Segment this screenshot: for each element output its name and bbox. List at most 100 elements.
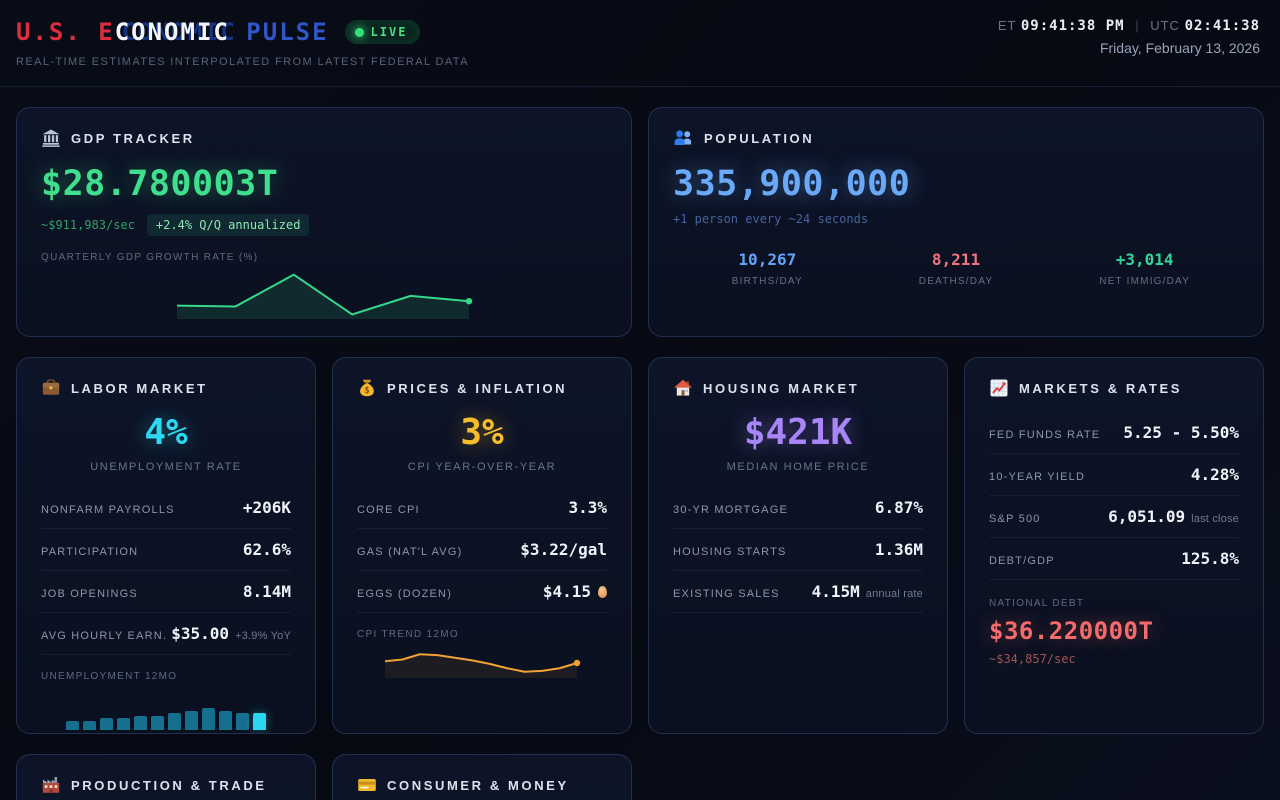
unemployment-bar xyxy=(151,716,164,730)
median-home-price-value: $421K xyxy=(743,412,853,453)
dashboard-grid: GDP TRACKER $28.780003T ~$911,983/sec +2… xyxy=(0,87,1280,800)
page-title: U.S. ECONOMIC PULSE xyxy=(16,18,329,46)
unemployment-bar xyxy=(253,713,266,730)
title-part-blue: PULSE xyxy=(229,18,329,46)
consumer-money-card: CONSUMER & MONEY xyxy=(332,754,632,800)
stat-row-fed-funds-rate: FED FUNDS RATE 5.25 - 5.50% xyxy=(989,412,1239,454)
gdp-value: $28.780003T xyxy=(41,164,279,204)
clock-separator: | xyxy=(1135,18,1140,33)
et-label: ET xyxy=(997,18,1017,33)
factory-icon xyxy=(41,775,61,795)
unemployment-bar xyxy=(168,713,181,730)
live-badge: LIVE xyxy=(344,20,421,44)
card-title-housing: HOUSING MARKET xyxy=(703,380,860,396)
card-title-gdp: GDP TRACKER xyxy=(71,130,195,146)
unemployment-bar xyxy=(100,718,113,730)
people-icon xyxy=(673,128,694,148)
bank-icon xyxy=(41,128,61,148)
housing-market-card: HOUSING MARKET $421K MEDIAN HOME PRICE 3… xyxy=(648,357,948,734)
unemployment-bar xyxy=(66,721,79,730)
deaths-value: 8,211 xyxy=(931,250,981,269)
moneybag-icon: $ xyxy=(357,378,377,398)
national-debt-per-second: ~$34,857/sec xyxy=(989,652,1076,666)
chart-increasing-icon xyxy=(989,378,1009,398)
births-stat: 10,267 BIRTHS/DAY xyxy=(673,250,862,287)
stat-row-debt-gdp: DEBT/GDP 125.8% xyxy=(989,538,1239,580)
median-home-price-label: MEDIAN HOME PRICE xyxy=(726,461,870,473)
unemployment-chart-label: UNEMPLOYMENT 12MO xyxy=(41,671,178,682)
unemployment-rate-value: 4% xyxy=(144,412,188,453)
egg-icon xyxy=(598,586,607,598)
gdp-tracker-card: GDP TRACKER $28.780003T ~$911,983/sec +2… xyxy=(16,107,632,337)
gdp-growth-badge: +2.4% Q/Q annualized xyxy=(146,214,310,236)
clock-block: ET 09:41:38 PM | UTC 02:41:38 Friday, Fe… xyxy=(998,18,1260,56)
population-value: 335,900,000 xyxy=(673,164,911,204)
stat-row-housing-starts: HOUSING STARTS 1.36M xyxy=(673,529,923,571)
unemployment-bar xyxy=(219,711,232,730)
gdp-per-second: ~$911,983/sec xyxy=(41,218,135,232)
title-part-white: CONOMIC xyxy=(114,18,230,46)
stat-row-existing-sales: EXISTING SALES 4.15M annual rate xyxy=(673,571,923,613)
net-immigration-stat: +3,014 NET IMMIG/DAY xyxy=(1050,250,1239,287)
prices-inflation-card: $ PRICES & INFLATION 3% CPI YEAR-OVER-YE… xyxy=(332,357,632,734)
unemployment-bar-chart xyxy=(41,694,291,730)
stat-row-mortgage-rate: 30-YR MORTGAGE 6.87% xyxy=(673,487,923,529)
card-title-markets: MARKETS & RATES xyxy=(1019,380,1182,396)
cpi-trend-sparkline xyxy=(357,644,607,680)
current-date: Friday, February 13, 2026 xyxy=(1099,40,1260,56)
unemployment-bar xyxy=(117,718,130,730)
unemployment-rate-label: UNEMPLOYMENT RATE xyxy=(90,461,242,473)
page-subtitle: REAL-TIME ESTIMATES INTERPOLATED FROM LA… xyxy=(16,56,469,68)
utc-label: UTC xyxy=(1150,18,1180,33)
gdp-chart-label: QUARTERLY GDP GROWTH RATE (%) xyxy=(41,252,259,263)
stat-row-core-cpi: CORE CPI 3.3% xyxy=(357,487,607,529)
stat-row-nonfarm-payrolls: NONFARM PAYROLLS +206K xyxy=(41,487,291,529)
card-title-consumer: CONSUMER & MONEY xyxy=(387,777,569,793)
house-icon xyxy=(673,378,693,398)
births-label: BIRTHS/DAY xyxy=(731,276,803,287)
clock-line: ET 09:41:38 PM | UTC 02:41:38 xyxy=(998,18,1260,34)
population-note: +1 person every ~24 seconds xyxy=(673,212,869,226)
national-debt-label: NATIONAL DEBT xyxy=(989,598,1085,609)
deaths-label: DEATHS/DAY xyxy=(918,276,994,287)
unemployment-bar xyxy=(185,711,198,730)
population-card: POPULATION 335,900,000 +1 person every ~… xyxy=(648,107,1264,337)
markets-rates-card: MARKETS & RATES FED FUNDS RATE 5.25 - 5.… xyxy=(964,357,1264,734)
svg-text:$: $ xyxy=(364,386,369,396)
stat-row-job-openings: JOB OPENINGS 8.14M xyxy=(41,571,291,613)
gdp-growth-sparkline xyxy=(41,267,607,321)
net-immigration-value: +3,014 xyxy=(1115,250,1174,269)
unemployment-bar xyxy=(83,721,96,730)
unemployment-bar xyxy=(202,708,215,730)
population-stats: 10,267 BIRTHS/DAY 8,211 DEATHS/DAY +3,01… xyxy=(673,250,1239,287)
cpi-trend-label: CPI TREND 12MO xyxy=(357,629,459,640)
unemployment-bar xyxy=(134,716,147,730)
header-left: U.S. ECONOMIC PULSE LIVE REAL-TIME ESTIM… xyxy=(16,18,469,68)
title-part-red: U.S. E xyxy=(16,18,115,46)
stat-row-10yr-yield: 10-YEAR YIELD 4.28% xyxy=(989,454,1239,496)
production-trade-card: PRODUCTION & TRADE xyxy=(16,754,316,800)
card-title-prices: PRICES & INFLATION xyxy=(387,380,568,396)
births-value: 10,267 xyxy=(738,250,797,269)
stat-row-gas-price: GAS (NAT'L AVG) $3.22/gal xyxy=(357,529,607,571)
et-time: 09:41:38 PM xyxy=(1020,18,1125,34)
utc-time: 02:41:38 xyxy=(1184,18,1260,34)
card-title-population: POPULATION xyxy=(704,130,815,146)
stat-row-avg-hourly-earnings: AVG HOURLY EARN. $35.00 +3.9% YoY xyxy=(41,613,291,655)
card-title-labor: LABOR MARKET xyxy=(71,380,208,396)
cpi-yoy-value: 3% xyxy=(460,412,504,453)
net-immigration-label: NET IMMIG/DAY xyxy=(1099,276,1191,287)
briefcase-icon xyxy=(41,378,61,398)
live-dot-icon xyxy=(354,27,364,37)
credit-card-icon xyxy=(357,775,377,795)
card-title-production: PRODUCTION & TRADE xyxy=(71,777,267,793)
avg-hourly-yoy: +3.9% YoY xyxy=(235,630,291,642)
deaths-stat: 8,211 DEATHS/DAY xyxy=(862,250,1051,287)
stat-row-egg-price: EGGS (DOZEN) $4.15 xyxy=(357,571,607,613)
sp500-note: last close xyxy=(1191,513,1239,525)
national-debt-value: $36.220000T xyxy=(989,617,1154,645)
cpi-yoy-label: CPI YEAR-OVER-YEAR xyxy=(407,461,557,473)
app-header: U.S. ECONOMIC PULSE LIVE REAL-TIME ESTIM… xyxy=(0,0,1280,87)
stat-row-sp500: S&P 500 6,051.09 last close xyxy=(989,496,1239,538)
unemployment-bar xyxy=(236,713,249,730)
